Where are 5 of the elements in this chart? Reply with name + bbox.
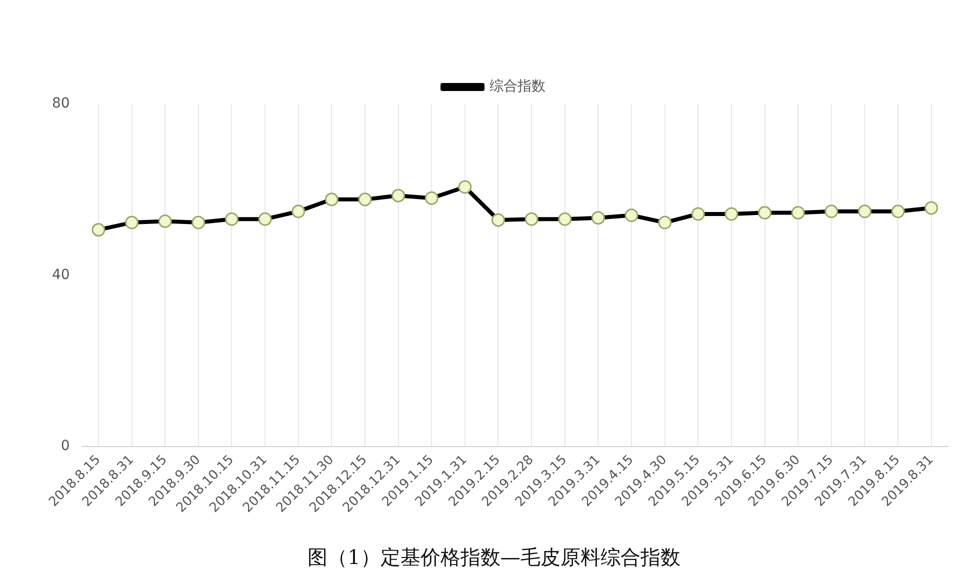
- text: 图（1）定基价格指数—毛皮原料综合指数: [308, 545, 680, 570]
- y-tick-label: 80: [52, 96, 70, 112]
- y-tick-label: 0: [60, 438, 70, 454]
- legend-label: 综合指数: [490, 78, 546, 95]
- y-tick-label: 40: [52, 266, 70, 283]
